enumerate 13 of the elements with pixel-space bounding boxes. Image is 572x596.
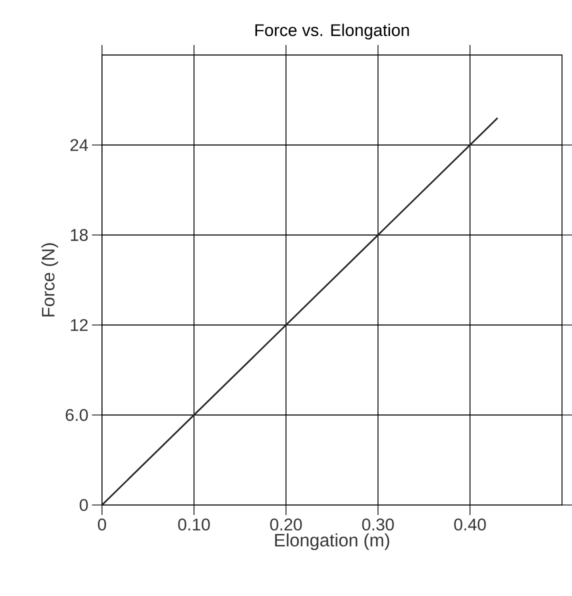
- x-axis-title: Elongation (m): [274, 533, 389, 550]
- y-tick-label: 0: [80, 499, 88, 511]
- x-tick-label: 0.10: [178, 518, 210, 531]
- y-tick-label: 6.0: [66, 409, 88, 421]
- x-tick-label: 0.40: [454, 518, 486, 531]
- y-tick-label: 12: [70, 319, 88, 331]
- y-tick-label: 18: [70, 228, 88, 241]
- x-tick-label: 0.20: [270, 518, 302, 531]
- x-tick-label: 0: [98, 518, 106, 531]
- y-tick-label: 24: [70, 139, 88, 151]
- chart-title: Force vs. Elongation: [255, 24, 409, 40]
- x-tick-label: 0.30: [362, 518, 394, 531]
- y-axis-title: Force (N): [41, 243, 58, 316]
